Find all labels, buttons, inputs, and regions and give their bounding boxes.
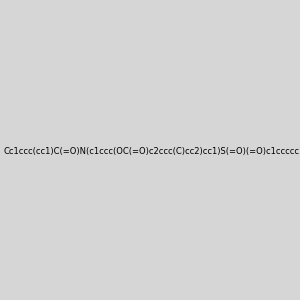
Text: Cc1ccc(cc1)C(=O)N(c1ccc(OC(=O)c2ccc(C)cc2)cc1)S(=O)(=O)c1ccccc1: Cc1ccc(cc1)C(=O)N(c1ccc(OC(=O)c2ccc(C)cc… (3, 147, 300, 156)
